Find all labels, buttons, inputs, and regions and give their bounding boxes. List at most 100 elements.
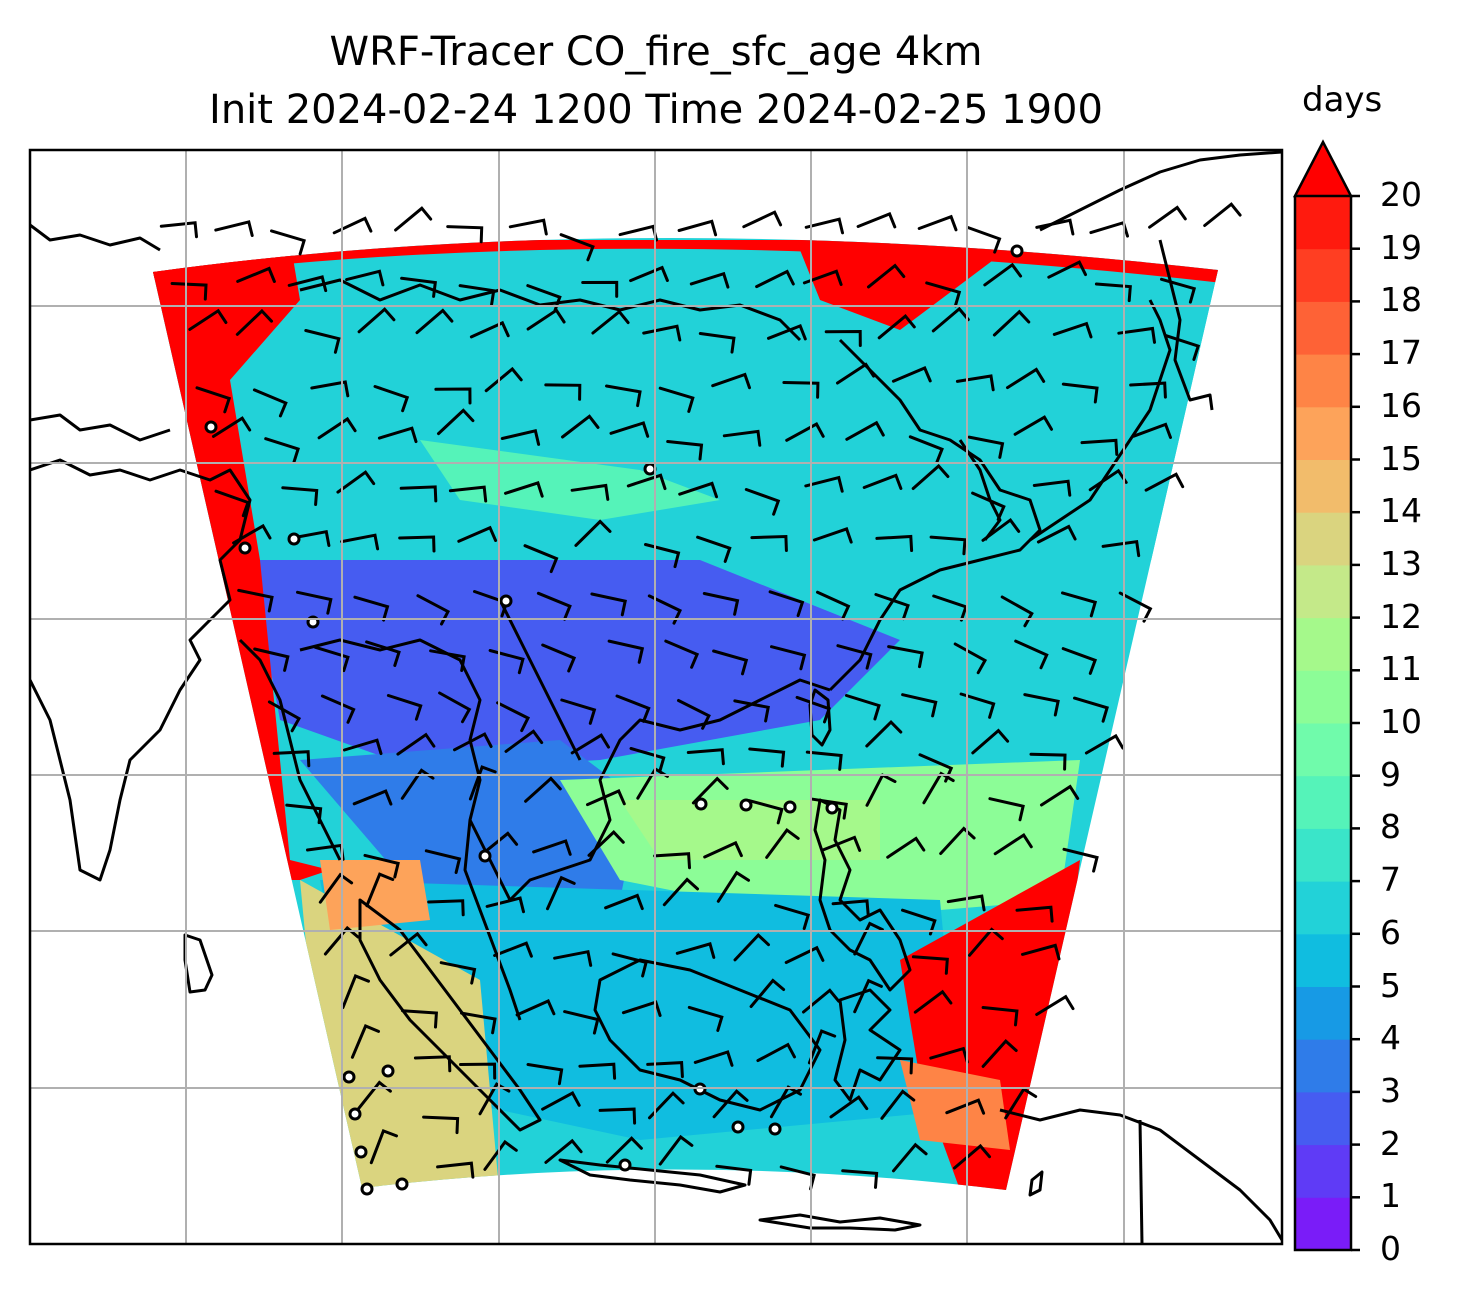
calm-marker	[825, 801, 839, 815]
wind-barb	[546, 875, 576, 911]
wind-barb	[992, 309, 1031, 337]
calm-marker	[643, 462, 657, 476]
colorbar-tick-label: 18	[1380, 280, 1422, 320]
colorbar-segment	[1295, 1144, 1351, 1198]
wind-barb	[856, 211, 897, 229]
wind-barb	[696, 535, 732, 563]
wind-barb	[424, 849, 462, 874]
wind-barb	[479, 831, 519, 857]
wind-barb	[386, 694, 423, 721]
wind-barb	[1035, 994, 1075, 1016]
wind-barb	[908, 435, 944, 464]
wind-barb	[446, 225, 484, 244]
colorbar-tick-label: 10	[1380, 702, 1422, 741]
calm-marker	[360, 1182, 374, 1196]
wind-barb	[400, 276, 437, 298]
wind-barb	[1117, 326, 1156, 344]
wind-barb	[448, 485, 488, 503]
wind-barb	[363, 853, 400, 879]
wind-barb	[365, 872, 395, 908]
wind-barb	[988, 797, 1025, 822]
wind-barb	[1006, 367, 1046, 390]
wind-barb	[235, 308, 273, 336]
wind-barb	[1164, 334, 1201, 361]
wind-barb	[214, 220, 254, 237]
wind-barb	[865, 719, 903, 748]
coastline-kamchatka	[1039, 150, 1282, 232]
wind-barb	[664, 639, 700, 669]
colorbar-tick-label: 19	[1380, 227, 1422, 267]
region-orange-patch	[320, 860, 430, 930]
wind-barb	[453, 732, 493, 752]
colorbar-segment	[1295, 354, 1351, 408]
colorbar-segment	[1295, 512, 1351, 566]
wind-barb	[318, 872, 354, 904]
colorbar-segment	[1295, 1091, 1351, 1146]
wind-barb	[1073, 696, 1109, 723]
wind-barb	[605, 1136, 643, 1164]
colorbar-segment	[1295, 406, 1351, 460]
wind-barb	[931, 306, 970, 333]
wind-barb	[313, 645, 350, 673]
wind-barb	[559, 233, 595, 262]
colorbar-extend-arrow	[1292, 139, 1354, 198]
wind-barb	[981, 1038, 1018, 1068]
wind-barb	[953, 642, 988, 675]
colorbar-tick-label: 4	[1380, 1018, 1401, 1058]
wind-barb	[493, 941, 533, 958]
wind-barb	[802, 988, 841, 1014]
wind-barb	[716, 870, 750, 903]
wind-barb	[373, 385, 410, 413]
wind-barb	[1144, 472, 1185, 492]
wind-barb	[357, 307, 396, 334]
wind-barb	[742, 210, 783, 229]
calm-marker	[618, 1158, 632, 1172]
wind-barb	[629, 747, 666, 773]
wind-barb	[317, 416, 357, 440]
wind-barb	[296, 590, 333, 615]
wind-barb	[703, 840, 743, 859]
wind-barb	[666, 440, 704, 461]
wind-barb	[687, 1005, 724, 1032]
region-tibet-band	[250, 560, 900, 770]
coastline-sulawesi	[833, 988, 902, 1102]
wind-barb	[524, 776, 562, 803]
calm-marker	[731, 1120, 745, 1134]
region-northern-band	[153, 240, 1218, 560]
wind-barb	[626, 473, 667, 491]
wind-barb	[993, 833, 1033, 856]
wind-barb	[1013, 415, 1053, 436]
colorbar-tick-label: 3	[1380, 1070, 1401, 1110]
wind-barb	[607, 639, 645, 664]
calm-marker	[381, 1064, 395, 1078]
wind-barb	[342, 738, 383, 756]
colorbar-tick-label: 5	[1380, 965, 1401, 1005]
colorbar-segment	[1295, 301, 1351, 355]
wind-barb	[332, 216, 373, 235]
coastline-philippines	[813, 798, 912, 992]
wind-barb	[1061, 591, 1098, 618]
wind-barb	[1040, 784, 1080, 807]
wind-barb	[396, 732, 436, 756]
wind-barb	[966, 225, 1002, 254]
colorbar-segment	[1295, 670, 1351, 724]
wind-barb	[563, 1010, 600, 1035]
wind-barb	[483, 1139, 518, 1171]
wind-barb	[285, 803, 323, 825]
wind-barb	[1203, 202, 1242, 227]
wind-barb	[677, 699, 711, 730]
colorbar-segment	[1295, 828, 1351, 882]
wind-barb	[749, 978, 786, 1008]
wind-barb	[436, 1161, 475, 1179]
wind-barb	[340, 533, 380, 551]
wind-barb	[981, 1006, 1019, 1027]
wind-barb	[1084, 733, 1125, 755]
wind-barb	[877, 313, 916, 340]
wind-barb	[1061, 382, 1099, 404]
wind-barb	[394, 206, 433, 232]
chart-title: WRF-Tracer CO_fire_sfc_age 4km	[329, 29, 983, 75]
wind-barb	[544, 1138, 583, 1164]
wind-barb	[605, 384, 642, 408]
calm-marker	[739, 798, 753, 812]
map-frame	[28, 148, 1284, 1246]
